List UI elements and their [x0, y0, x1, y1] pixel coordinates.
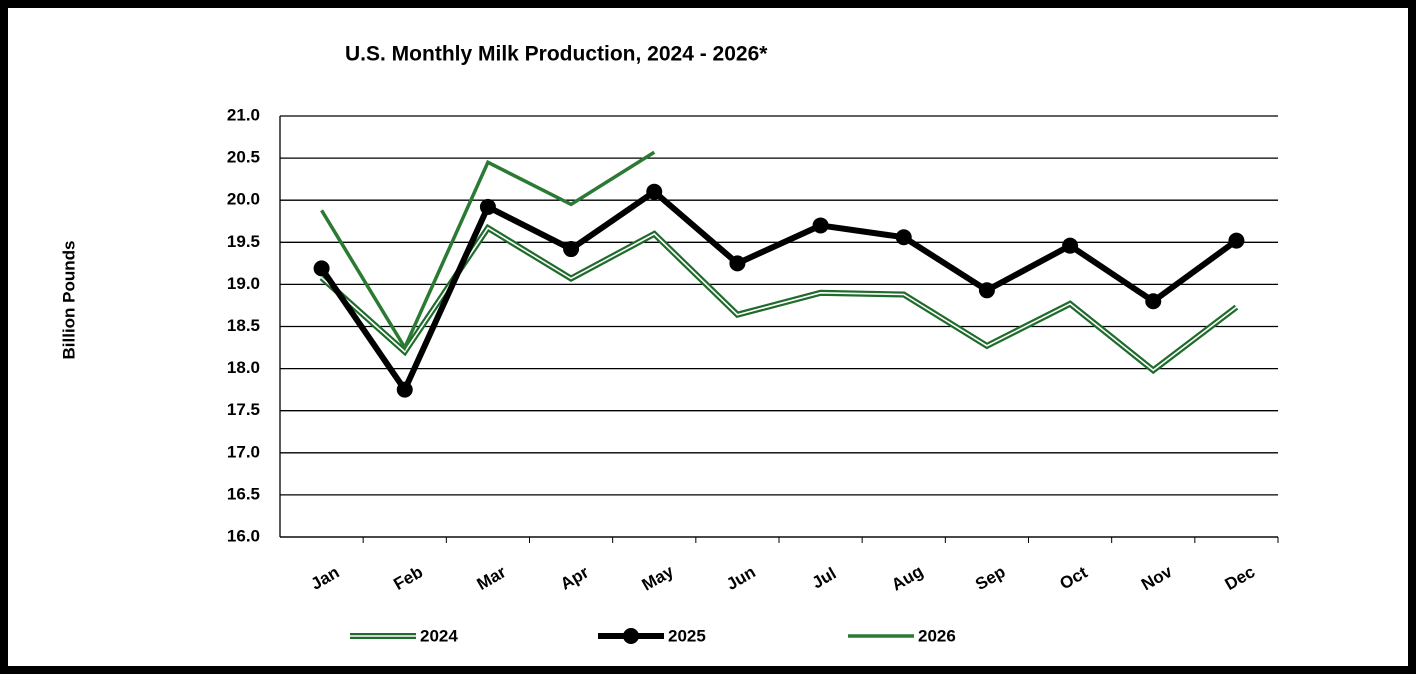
marker: [1062, 237, 1079, 254]
y-tick-label: 17.5: [227, 400, 260, 419]
y-tick-label: 16.5: [227, 484, 260, 503]
y-tick-label: 17.0: [227, 442, 260, 461]
y-tick-label: 18.0: [227, 358, 260, 377]
marker: [1228, 232, 1245, 249]
marker: [479, 198, 496, 215]
y-tick-label: 18.5: [227, 316, 260, 335]
legend-marker: [623, 628, 639, 644]
marker: [895, 229, 912, 246]
y-tick-label: 21.0: [227, 105, 260, 124]
line-series: [319, 187, 1239, 396]
y-tick-label: 16.0: [227, 526, 260, 545]
y-tick-label: 20.0: [227, 190, 260, 209]
y-axis-label: Billion Pounds: [59, 241, 78, 360]
line-series: [320, 150, 656, 352]
line-series-inner: [321, 226, 1237, 372]
chart-title: U.S. Monthly Milk Production, 2024 - 202…: [345, 43, 768, 66]
y-tick-label: 20.5: [227, 148, 260, 167]
marker: [563, 241, 580, 258]
legend-label: 2026: [918, 626, 956, 645]
marker: [396, 381, 413, 398]
marker: [1145, 293, 1162, 310]
y-tick-label: 19.5: [227, 232, 260, 251]
marker: [812, 217, 829, 234]
marker: [646, 183, 663, 200]
marker: [313, 260, 330, 277]
legend-label: 2024: [420, 626, 458, 645]
marker: [978, 282, 995, 299]
marker: [729, 255, 746, 272]
y-tick-label: 19.0: [227, 274, 260, 293]
legend-label: 2025: [668, 626, 706, 645]
